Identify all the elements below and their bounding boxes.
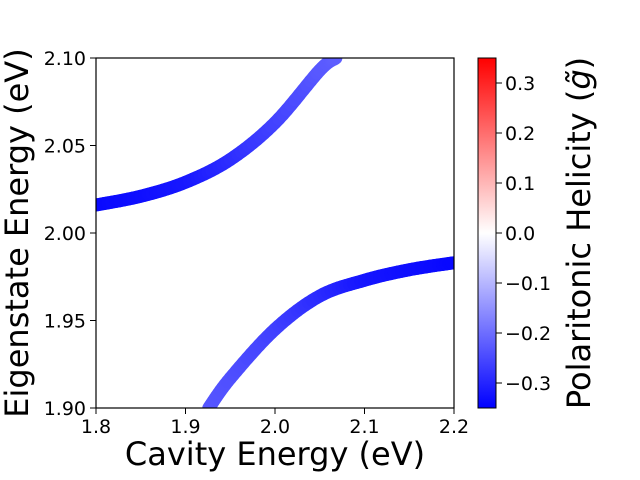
colorbar: −0.3 −0.2 −0.1 0.0 0.1 0.2 0.3 Polaritonic Hel…	[477, 57, 598, 409]
colorbar-title: Polaritonic Helicity (g̃)	[560, 57, 598, 409]
colorbar-ticks: −0.3 −0.2 −0.1 0.0 0.1 0.2 0.3	[496, 73, 551, 395]
x-tick-label: 2.2	[439, 416, 469, 438]
colorbar-tick-label: 0.0	[505, 223, 535, 245]
y-tick-label: 2.10	[44, 48, 86, 70]
colorbar-tick-label: −0.3	[505, 373, 551, 395]
colorbar-gradient	[477, 57, 497, 409]
series-1	[96, 58, 343, 212]
x-tick-label: 2.0	[260, 416, 290, 438]
y-axis-ticks: 1.90 1.95 2.00 2.05 2.10	[44, 48, 96, 420]
x-tick-label: 1.9	[170, 416, 200, 438]
y-tick-label: 1.95	[44, 311, 86, 333]
y-tick-label: 2.05	[44, 136, 86, 158]
colorbar-tick-label: −0.1	[505, 273, 551, 295]
series-layer	[96, 58, 454, 408]
plot-area: 1.8 1.9 2.0 2.1 2.2 1.90 1.95 2.00 2.05 2.10	[44, 48, 469, 438]
colorbar-tick-label: −0.2	[505, 323, 551, 345]
plot-frame	[95, 57, 455, 409]
x-axis-ticks: 1.8 1.9 2.0 2.1 2.2	[81, 408, 469, 438]
y-tick-label: 2.00	[44, 223, 86, 245]
x-tick-label: 1.8	[81, 416, 111, 438]
series-2	[202, 256, 454, 408]
x-axis-title: Cavity Energy (eV)	[125, 435, 425, 473]
colorbar-tick-label: 0.2	[505, 123, 535, 145]
colorbar-tick-label: 0.1	[505, 173, 535, 195]
colorbar-tick-label: 0.3	[505, 73, 535, 95]
x-tick-label: 2.1	[349, 416, 379, 438]
y-tick-label: 1.90	[44, 398, 86, 420]
y-axis-title: Eigenstate Energy (eV)	[0, 48, 36, 417]
